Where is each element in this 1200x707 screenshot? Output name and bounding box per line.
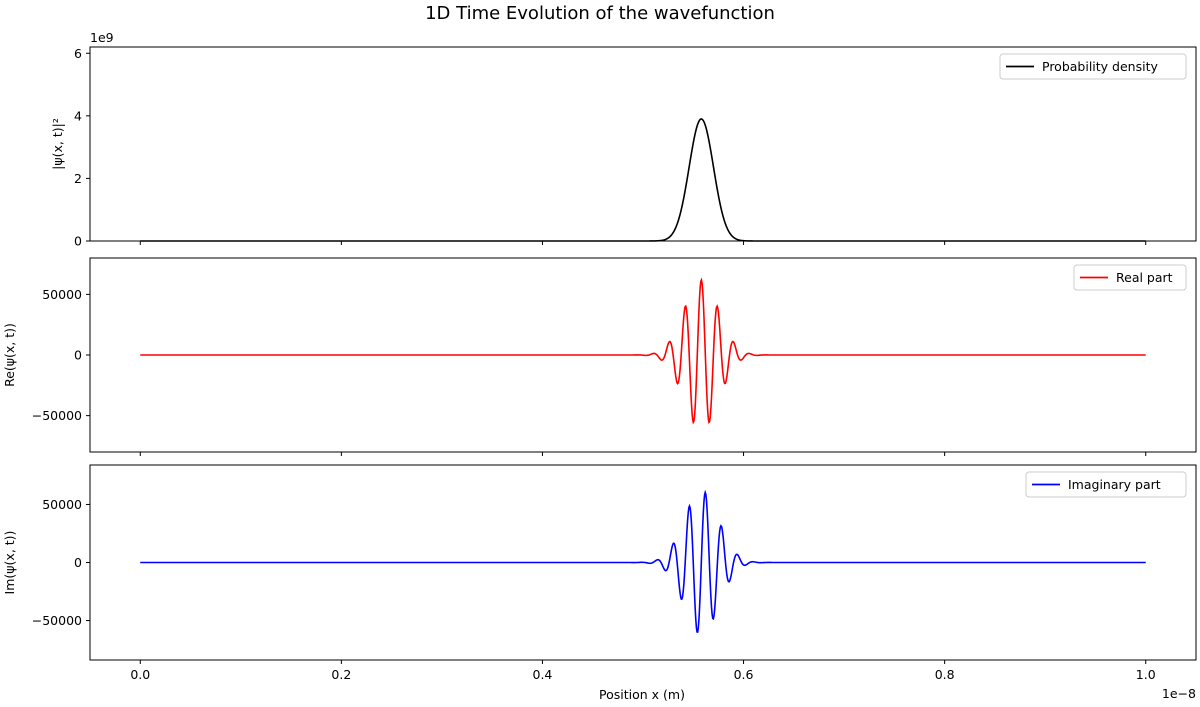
x-tick-label: 0.0: [130, 667, 150, 682]
y-tick-label-imag: 0: [74, 555, 82, 570]
legend-real: Real part: [1073, 264, 1187, 291]
x-tick-label: 0.8: [935, 667, 955, 682]
y-axis-label-imag: Im(ψ(x, t)): [2, 531, 17, 595]
x-axis-label: Position x (m): [599, 687, 685, 702]
y-tick-label-imag: 50000: [42, 497, 82, 512]
panel-real: −50000 0 50000 Re(ψ(x, t)) Real part: [2, 257, 1197, 456]
y-tick-label-imag: −50000: [32, 613, 82, 628]
legend-label-imag: Imaginary part: [1068, 477, 1161, 492]
y-tick-label-probability: 4: [74, 108, 82, 123]
y-tick-label-real: −50000: [32, 408, 82, 423]
x-tick-label: 0.6: [734, 667, 754, 682]
x-tick-label: 0.2: [331, 667, 351, 682]
x-tick-label: 0.4: [533, 667, 553, 682]
y-axis-label-probability: |ψ(x, t)|²: [50, 118, 65, 170]
panel-imag: −50000 0 50000 0.0 0.2 0.4 0.6 0.8 1.0 Im(ψ(x, t)…: [2, 464, 1197, 682]
y-tick-label-probability: 6: [74, 46, 82, 61]
y-tick-label-real: 0: [74, 348, 82, 363]
legend-label-real: Real part: [1116, 270, 1173, 285]
panel-probability: 0 2 4 6 |ψ(x, t)|² 1e9 Probability density: [50, 30, 1197, 249]
y-axis-label-real: Re(ψ(x, t)): [2, 323, 17, 387]
panels: 0 2 4 6 |ψ(x, t)|² 1e9 Probability density −500…: [2, 30, 1197, 682]
y-tick-label-probability: 0: [74, 234, 82, 249]
legend-box-probability: [999, 53, 1187, 80]
axes-frame-probability: [89, 46, 1197, 242]
series-line-probability: [140, 118, 1146, 242]
legend-box-imag: [1025, 471, 1187, 498]
y-tick-label-real: 50000: [42, 287, 82, 302]
y-tick-label-probability: 2: [74, 171, 82, 186]
x-offset-text: 1e−8: [1162, 686, 1196, 701]
y-offset-text-probability: 1e9: [90, 30, 114, 45]
legend-imag: Imaginary part: [1025, 471, 1187, 498]
series-line-real: [140, 277, 1146, 425]
legend-probability: Probability density: [999, 53, 1187, 80]
legend-label-probability: Probability density: [1042, 59, 1158, 74]
x-tick-label: 1.0: [1136, 667, 1156, 682]
chart-title: 1D Time Evolution of the wavefunction: [425, 3, 775, 24]
series-line-imag: [140, 489, 1146, 634]
legend-box-real: [1073, 264, 1187, 291]
